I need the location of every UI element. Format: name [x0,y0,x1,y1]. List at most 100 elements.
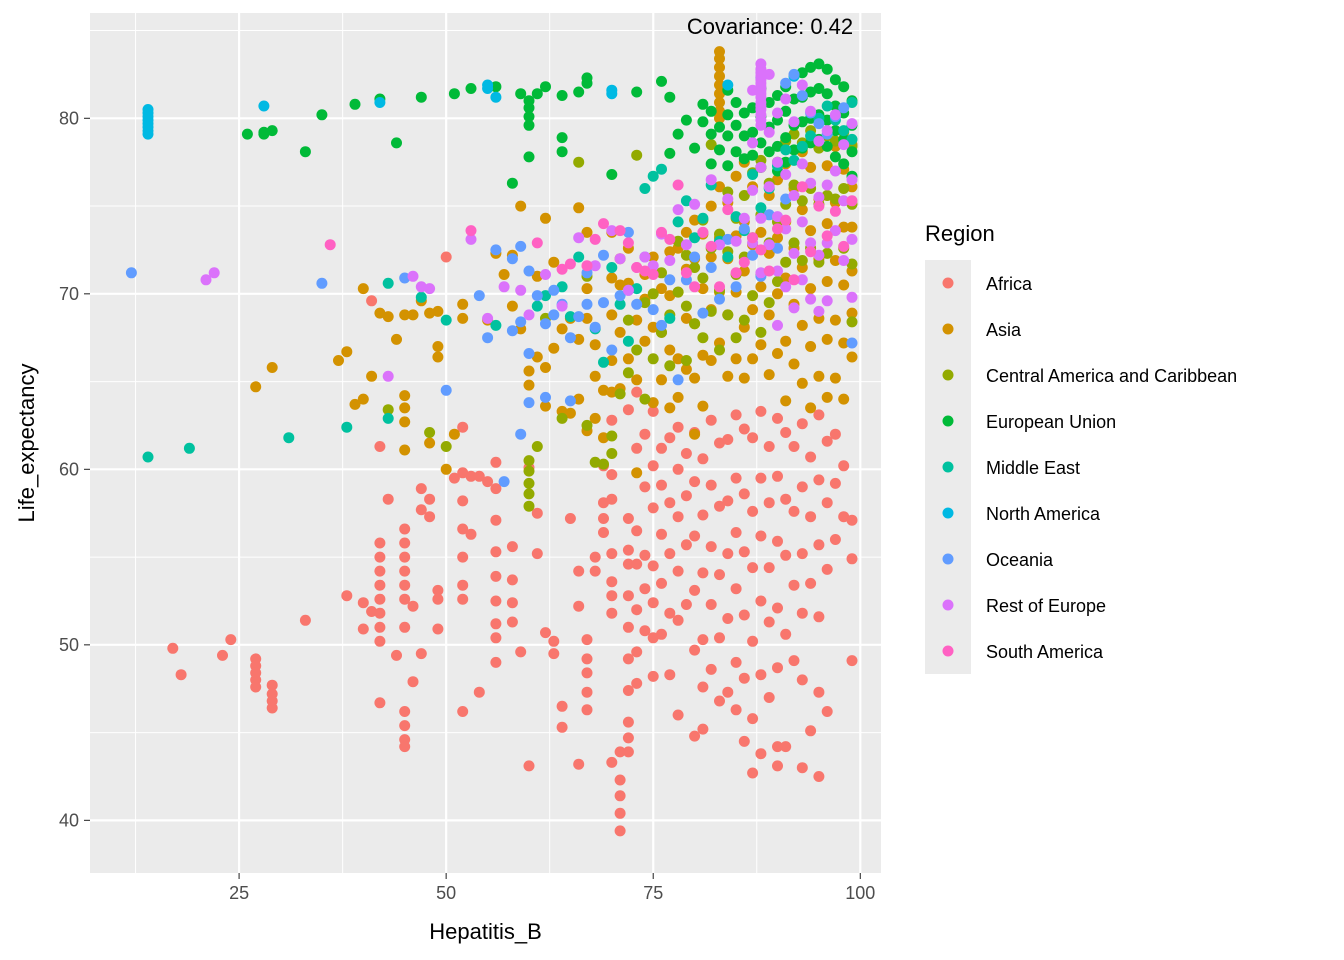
data-point [506,300,518,312]
data-point [622,237,634,249]
data-point [614,253,626,265]
data-point [531,351,543,363]
data-point [747,713,759,725]
data-point [680,249,692,261]
data-point [689,644,701,656]
data-point [573,251,585,263]
data-point [705,599,717,610]
data-point [846,118,858,130]
data-point [581,298,593,310]
data-point [772,288,783,300]
data-point [805,283,817,295]
series-rest-of-europe [200,58,858,382]
data-point [763,265,775,277]
covariance-annotation: Covariance: 0.42 [687,14,853,39]
data-point [424,427,436,438]
data-point [614,774,626,786]
data-point [821,333,833,345]
data-point [796,79,808,91]
data-point [747,84,759,96]
data-point [772,211,783,223]
data-point [639,549,651,561]
data-point [722,109,734,121]
data-point [805,237,817,249]
data-point [838,511,850,523]
data-point [805,61,817,73]
data-point [316,109,328,121]
data-point [796,674,808,686]
data-point [763,239,775,251]
data-point [333,355,344,366]
data-point [780,549,792,561]
data-point [598,458,609,470]
data-point [415,291,427,303]
data-point [399,565,411,577]
data-point [747,635,759,647]
data-point [407,600,419,612]
data-point [581,634,593,646]
data-point [540,318,551,330]
data-point [399,272,411,284]
data-point [606,272,618,284]
data-point [299,614,311,626]
data-point [598,432,609,444]
data-point [763,297,775,309]
data-point [763,68,775,80]
data-point [606,355,618,366]
data-point [614,746,626,758]
data-point [813,305,825,317]
data-point [415,483,427,495]
data-point [415,504,427,516]
data-point [772,348,783,359]
data-point [606,448,618,459]
data-point [647,170,659,182]
data-point [424,511,436,523]
data-point [755,281,767,293]
data-point [399,720,411,732]
data-point [515,284,527,296]
data-point [705,541,717,553]
data-point [772,90,783,101]
data-point [813,771,825,782]
data-point [829,135,841,147]
data-point [606,169,618,180]
data-point [523,488,535,500]
data-point [664,147,676,159]
data-point [788,579,800,591]
data-point [523,365,535,377]
data-point [846,97,858,108]
data-point [780,272,792,284]
data-point [573,311,585,323]
data-point [631,86,643,98]
data-point [730,119,742,131]
data-point [175,669,187,681]
data-point [722,251,734,263]
series-north-america [142,70,800,140]
legend-key [942,553,954,565]
data-point [763,309,775,321]
data-point [382,404,394,416]
data-point [399,416,411,428]
data-point [457,421,469,433]
data-point [821,218,833,230]
data-point [523,465,535,477]
data-point [788,302,800,314]
legend-item: South America [942,642,1104,662]
data-point [631,344,643,356]
data-point [714,70,725,82]
data-point [573,202,585,214]
data-point [341,421,353,433]
data-point [755,244,767,256]
data-point [755,669,767,681]
data-point [788,274,800,286]
data-point [846,133,858,145]
data-point [250,381,262,393]
data-point [772,602,783,614]
data-point [506,597,518,609]
data-point [382,311,394,323]
data-point [622,732,634,744]
data-point [606,414,618,426]
data-point [714,281,725,293]
data-point [763,692,775,703]
data-point [755,267,767,279]
